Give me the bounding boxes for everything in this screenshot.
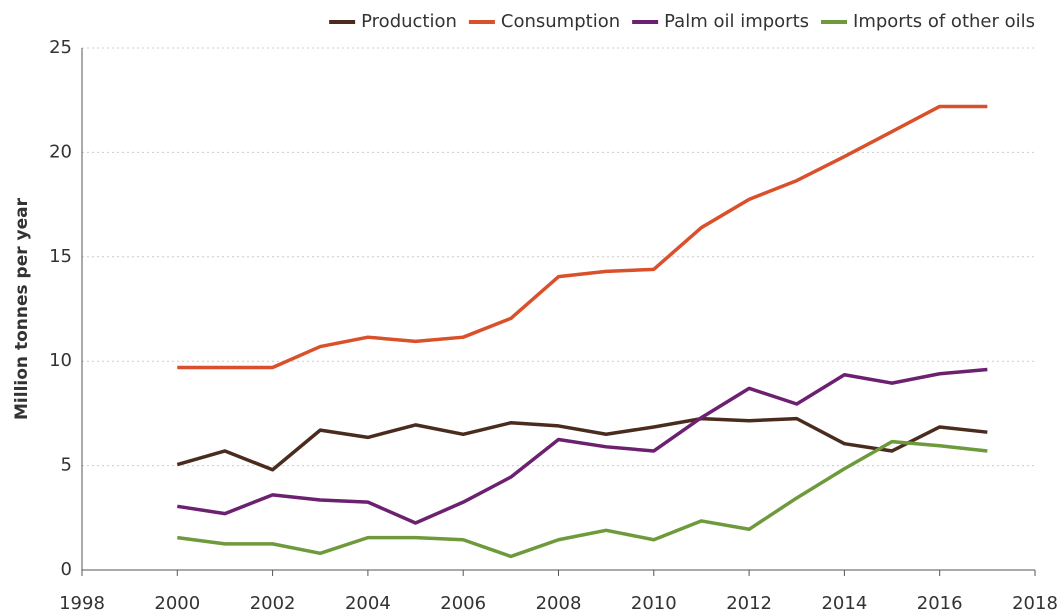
x-tick-label: 2010 [631,593,677,611]
x-tick-label: 2016 [917,593,963,611]
line [177,104,988,370]
y-tick-label: 25 [49,37,72,58]
x-tick-label: 2014 [821,593,867,611]
legend-label: Production [361,11,457,32]
x-tick-label: 2018 [1012,593,1058,611]
x-tick-label: 2012 [726,593,772,611]
x-tick-label: 2000 [154,593,200,611]
line [177,439,988,559]
y-tick-label: 5 [61,455,72,476]
legend-label: Consumption [501,11,620,32]
x-tick-label: 2004 [345,593,391,611]
x-tick-label: 2002 [250,593,296,611]
legend-label: Imports of other oils [853,11,1035,32]
y-tick-label: 0 [61,559,72,580]
line [177,367,988,525]
y-axis-label: Million tonnes per year [12,197,32,420]
x-tick-label: 2006 [440,593,486,611]
x-tick-label: 2008 [536,593,582,611]
legend-label: Palm oil imports [664,11,809,32]
y-tick-label: 15 [49,246,72,267]
y-tick-label: 10 [49,350,72,371]
y-tick-label: 20 [49,141,72,162]
x-tick-label: 1998 [59,593,105,611]
line [176,416,988,472]
